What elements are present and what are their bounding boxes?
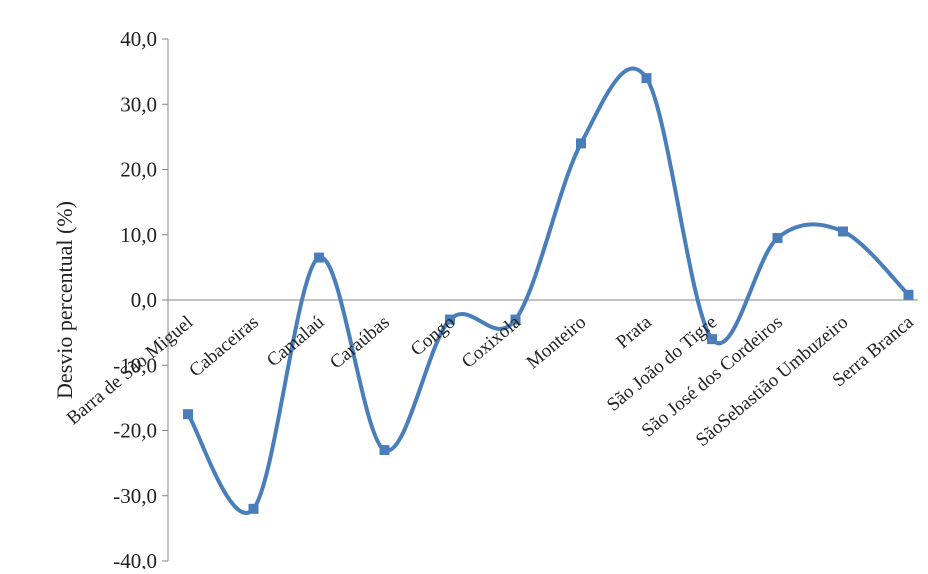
x-category-label: Monteiro — [523, 312, 591, 374]
data-point-marker — [903, 289, 914, 300]
data-point-marker — [772, 233, 783, 244]
series-group — [183, 66, 914, 515]
y-tick-label: -20,0 — [113, 419, 157, 443]
y-tick-label: 20,0 — [120, 158, 157, 182]
y-tick-label: -40,0 — [113, 549, 157, 569]
y-axis-title: Desvio percentual (%) — [52, 201, 77, 399]
y-tick-label: 0,0 — [131, 288, 157, 312]
series-line — [186, 66, 911, 515]
y-axis: 40,0 30,0 20,0 10,0 0,0 -10,0 -20,0 -30,0 -40,0 — [113, 27, 169, 573]
x-category-label: Coxixola — [458, 311, 525, 372]
data-point-marker — [183, 409, 193, 420]
data-point-marker — [838, 226, 848, 237]
data-point-marker — [314, 252, 324, 263]
y-tick-label: -30,0 — [113, 484, 157, 508]
x-category-label: Prata — [612, 311, 656, 353]
data-point-marker — [576, 138, 586, 149]
data-point-marker — [248, 503, 259, 514]
data-point-marker — [445, 314, 455, 325]
data-point-marker — [510, 314, 521, 325]
y-tick-label: -10,0 — [113, 353, 157, 377]
x-category-label: Cabaceiras — [185, 312, 262, 382]
x-category-label: Barra de São Miguel — [63, 312, 197, 429]
data-point-marker — [379, 445, 390, 456]
y-tick-label: 40,0 — [120, 27, 157, 51]
y-tick-label: 30,0 — [120, 92, 157, 116]
y-tick-label: 10,0 — [120, 223, 157, 247]
data-point-marker — [641, 73, 652, 84]
x-category-label: São João do Tigre — [603, 312, 721, 416]
data-point-marker — [707, 334, 717, 345]
x-category-label: Caraúbas — [326, 312, 394, 374]
